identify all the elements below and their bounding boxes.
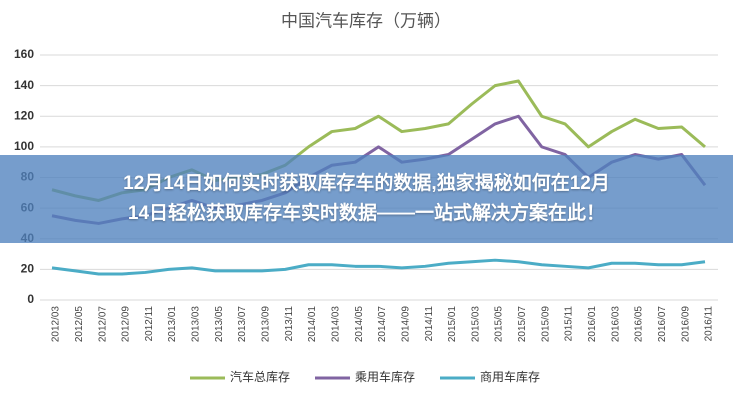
legend-label: 汽车总库存 <box>230 369 290 384</box>
x-tick-label: 2013/05 <box>214 306 225 343</box>
y-tick-label: 20 <box>21 262 35 276</box>
y-tick-label: 140 <box>14 78 34 92</box>
x-tick-label: 2013/03 <box>191 306 202 343</box>
x-tick-label: 2014/11 <box>424 306 435 342</box>
banner-line: 12月14日如何实时获取库存车的数据,独家揭秘如何在12月 <box>123 173 610 194</box>
x-tick-label: 2016/03 <box>610 306 621 343</box>
x-tick-label: 2013/09 <box>261 306 272 343</box>
legend-label: 商用车库存 <box>480 369 540 384</box>
y-tick-label: 160 <box>14 47 34 61</box>
x-tick-label: 2015/11 <box>564 306 575 342</box>
x-tick-label: 2016/11 <box>704 306 715 342</box>
x-tick-label: 2012/03 <box>51 306 62 343</box>
x-tick-label: 2014/09 <box>400 306 411 343</box>
x-tick-label: 2015/05 <box>494 306 505 343</box>
x-tick-label: 2013/01 <box>167 306 178 343</box>
banner-line: 14日轻松获取库存车实时数据——一站式解决方案在此！ <box>127 203 606 224</box>
x-tick-label: 2013/07 <box>237 306 248 343</box>
x-tick-label: 2015/03 <box>470 306 481 343</box>
x-tick-label: 2015/01 <box>447 306 458 343</box>
chart-title: 中国汽车库存（万辆） <box>281 11 451 30</box>
x-tick-label: 2012/09 <box>121 306 132 343</box>
y-tick-label: 120 <box>14 108 34 122</box>
x-tick-label: 2015/07 <box>517 306 528 343</box>
x-tick-label: 2012/07 <box>97 306 108 343</box>
x-tick-label: 2016/01 <box>587 306 598 343</box>
legend-label: 乘用车库存 <box>355 369 415 384</box>
x-tick-label: 2014/01 <box>307 306 318 343</box>
x-tick-label: 2013/11 <box>284 306 295 342</box>
series-line <box>51 258 706 276</box>
x-tick-label: 2016/07 <box>657 306 668 343</box>
y-tick-label: 0 <box>27 292 34 306</box>
x-tick-label: 2012/11 <box>144 306 155 342</box>
x-tick-label: 2014/05 <box>354 306 365 343</box>
x-tick-label: 2012/05 <box>74 306 85 343</box>
x-tick-label: 2015/09 <box>540 306 551 343</box>
x-tick-label: 2016/05 <box>634 306 645 343</box>
x-tick-label: 2014/07 <box>377 306 388 343</box>
y-tick-label: 100 <box>14 139 34 153</box>
x-tick-label: 2014/03 <box>330 306 341 343</box>
banner: 12月14日如何实时获取库存车的数据,独家揭秘如何在12月 14日轻松获取库存车… <box>0 155 733 243</box>
x-tick-label: 2016/09 <box>680 306 691 343</box>
